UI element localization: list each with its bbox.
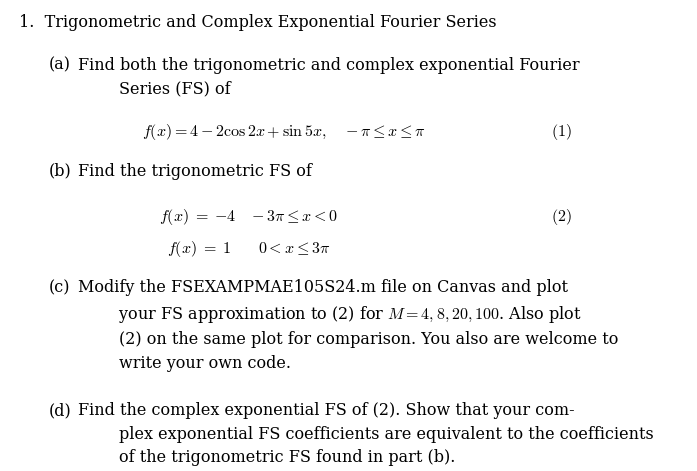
Text: $(1)$: $(1)$ — [551, 122, 572, 142]
Text: 1.  Trigonometric and Complex Exponential Fourier Series: 1. Trigonometric and Complex Exponential… — [19, 14, 497, 31]
Text: Find both the trigonometric and complex exponential Fourier
        Series (FS) : Find both the trigonometric and complex … — [78, 57, 579, 97]
Text: (c): (c) — [49, 279, 70, 296]
Text: $f(x) = 4 - 2\cos 2x + \sin 5x, \quad -\pi \leq x \leq \pi$: $f(x) = 4 - 2\cos 2x + \sin 5x, \quad -\… — [142, 122, 426, 142]
Text: $(2)$: $(2)$ — [551, 207, 572, 227]
Text: $f(x) \; = \; 1 \qquad 0 < x \leq 3\pi$: $f(x) \; = \; 1 \qquad 0 < x \leq 3\pi$ — [167, 239, 330, 259]
Text: (a): (a) — [49, 57, 70, 73]
Text: Modify the FSEXAMPMAE105S24.m file on Canvas and plot
        your FS approximat: Modify the FSEXAMPMAE105S24.m file on Ca… — [78, 279, 618, 372]
Text: (d): (d) — [49, 402, 71, 419]
Text: $f(x) \; = \; {-4} \quad -3\pi \leq x < 0$: $f(x) \; = \; {-4} \quad -3\pi \leq x < … — [159, 207, 338, 227]
Text: Find the trigonometric FS of: Find the trigonometric FS of — [78, 162, 312, 179]
Text: Find the complex exponential FS of (2). Show that your com-
        plex exponen: Find the complex exponential FS of (2). … — [78, 402, 654, 466]
Text: (b): (b) — [49, 162, 71, 179]
